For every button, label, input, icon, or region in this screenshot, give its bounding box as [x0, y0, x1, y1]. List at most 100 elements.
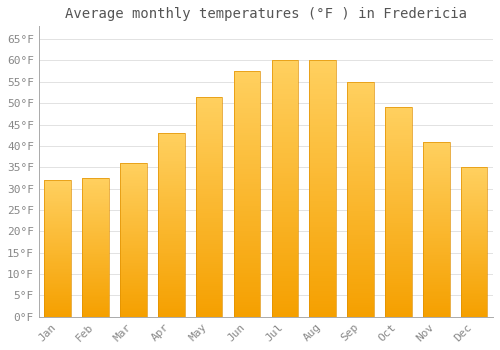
Bar: [385, 214, 411, 216]
Bar: [423, 280, 450, 282]
Bar: [348, 279, 374, 281]
Bar: [196, 136, 222, 139]
Bar: [82, 314, 109, 315]
Bar: [272, 189, 298, 191]
Bar: [310, 155, 336, 158]
Bar: [461, 256, 487, 257]
Bar: [120, 223, 146, 224]
Bar: [158, 188, 184, 190]
Bar: [44, 195, 71, 196]
Bar: [385, 227, 411, 229]
Bar: [423, 194, 450, 196]
Bar: [423, 150, 450, 152]
Bar: [310, 142, 336, 145]
Bar: [385, 147, 411, 149]
Bar: [82, 292, 109, 293]
Bar: [82, 192, 109, 193]
Bar: [196, 196, 222, 198]
Bar: [234, 147, 260, 150]
Bar: [272, 209, 298, 212]
Bar: [44, 268, 71, 269]
Bar: [310, 299, 336, 301]
Bar: [234, 135, 260, 138]
Bar: [385, 304, 411, 306]
Bar: [82, 308, 109, 310]
Bar: [196, 246, 222, 248]
Bar: [385, 258, 411, 260]
Bar: [44, 253, 71, 254]
Bar: [310, 230, 336, 232]
Bar: [461, 251, 487, 252]
Bar: [196, 271, 222, 273]
Bar: [272, 122, 298, 125]
Bar: [272, 214, 298, 217]
Bar: [272, 235, 298, 237]
Bar: [158, 269, 184, 271]
Bar: [234, 253, 260, 255]
Bar: [196, 154, 222, 156]
Bar: [158, 164, 184, 166]
Bar: [120, 238, 146, 240]
Bar: [120, 188, 146, 189]
Bar: [423, 276, 450, 278]
Bar: [272, 117, 298, 119]
Bar: [234, 133, 260, 135]
Bar: [82, 221, 109, 222]
Bar: [44, 216, 71, 217]
Bar: [423, 240, 450, 242]
Bar: [348, 291, 374, 293]
Bar: [82, 274, 109, 275]
Bar: [196, 214, 222, 216]
Bar: [310, 65, 336, 68]
Bar: [82, 195, 109, 196]
Bar: [158, 247, 184, 249]
Bar: [82, 233, 109, 235]
Bar: [385, 172, 411, 174]
Bar: [120, 306, 146, 308]
Bar: [310, 204, 336, 206]
Bar: [82, 243, 109, 245]
Bar: [461, 278, 487, 279]
Bar: [310, 127, 336, 130]
Bar: [158, 267, 184, 269]
Bar: [423, 222, 450, 224]
Bar: [310, 189, 336, 191]
Bar: [196, 189, 222, 191]
Bar: [310, 61, 336, 317]
Bar: [82, 229, 109, 231]
Bar: [158, 302, 184, 304]
Bar: [348, 220, 374, 223]
Bar: [310, 91, 336, 94]
Bar: [348, 91, 374, 93]
Bar: [272, 212, 298, 214]
Bar: [461, 190, 487, 191]
Bar: [423, 142, 450, 143]
Bar: [158, 276, 184, 278]
Bar: [461, 233, 487, 235]
Bar: [348, 100, 374, 103]
Bar: [461, 232, 487, 233]
Bar: [120, 183, 146, 184]
Bar: [196, 284, 222, 286]
Bar: [158, 249, 184, 251]
Bar: [120, 246, 146, 247]
Bar: [158, 140, 184, 142]
Bar: [234, 221, 260, 223]
Bar: [196, 156, 222, 159]
Bar: [385, 281, 411, 283]
Bar: [158, 133, 184, 135]
Bar: [272, 130, 298, 132]
Bar: [385, 208, 411, 210]
Bar: [234, 228, 260, 231]
Bar: [385, 160, 411, 162]
Bar: [234, 108, 260, 111]
Bar: [385, 170, 411, 172]
Bar: [423, 278, 450, 280]
Bar: [310, 153, 336, 155]
Bar: [310, 86, 336, 89]
Bar: [44, 218, 71, 220]
Bar: [158, 229, 184, 230]
Bar: [423, 182, 450, 184]
Bar: [461, 281, 487, 282]
Bar: [44, 299, 71, 300]
